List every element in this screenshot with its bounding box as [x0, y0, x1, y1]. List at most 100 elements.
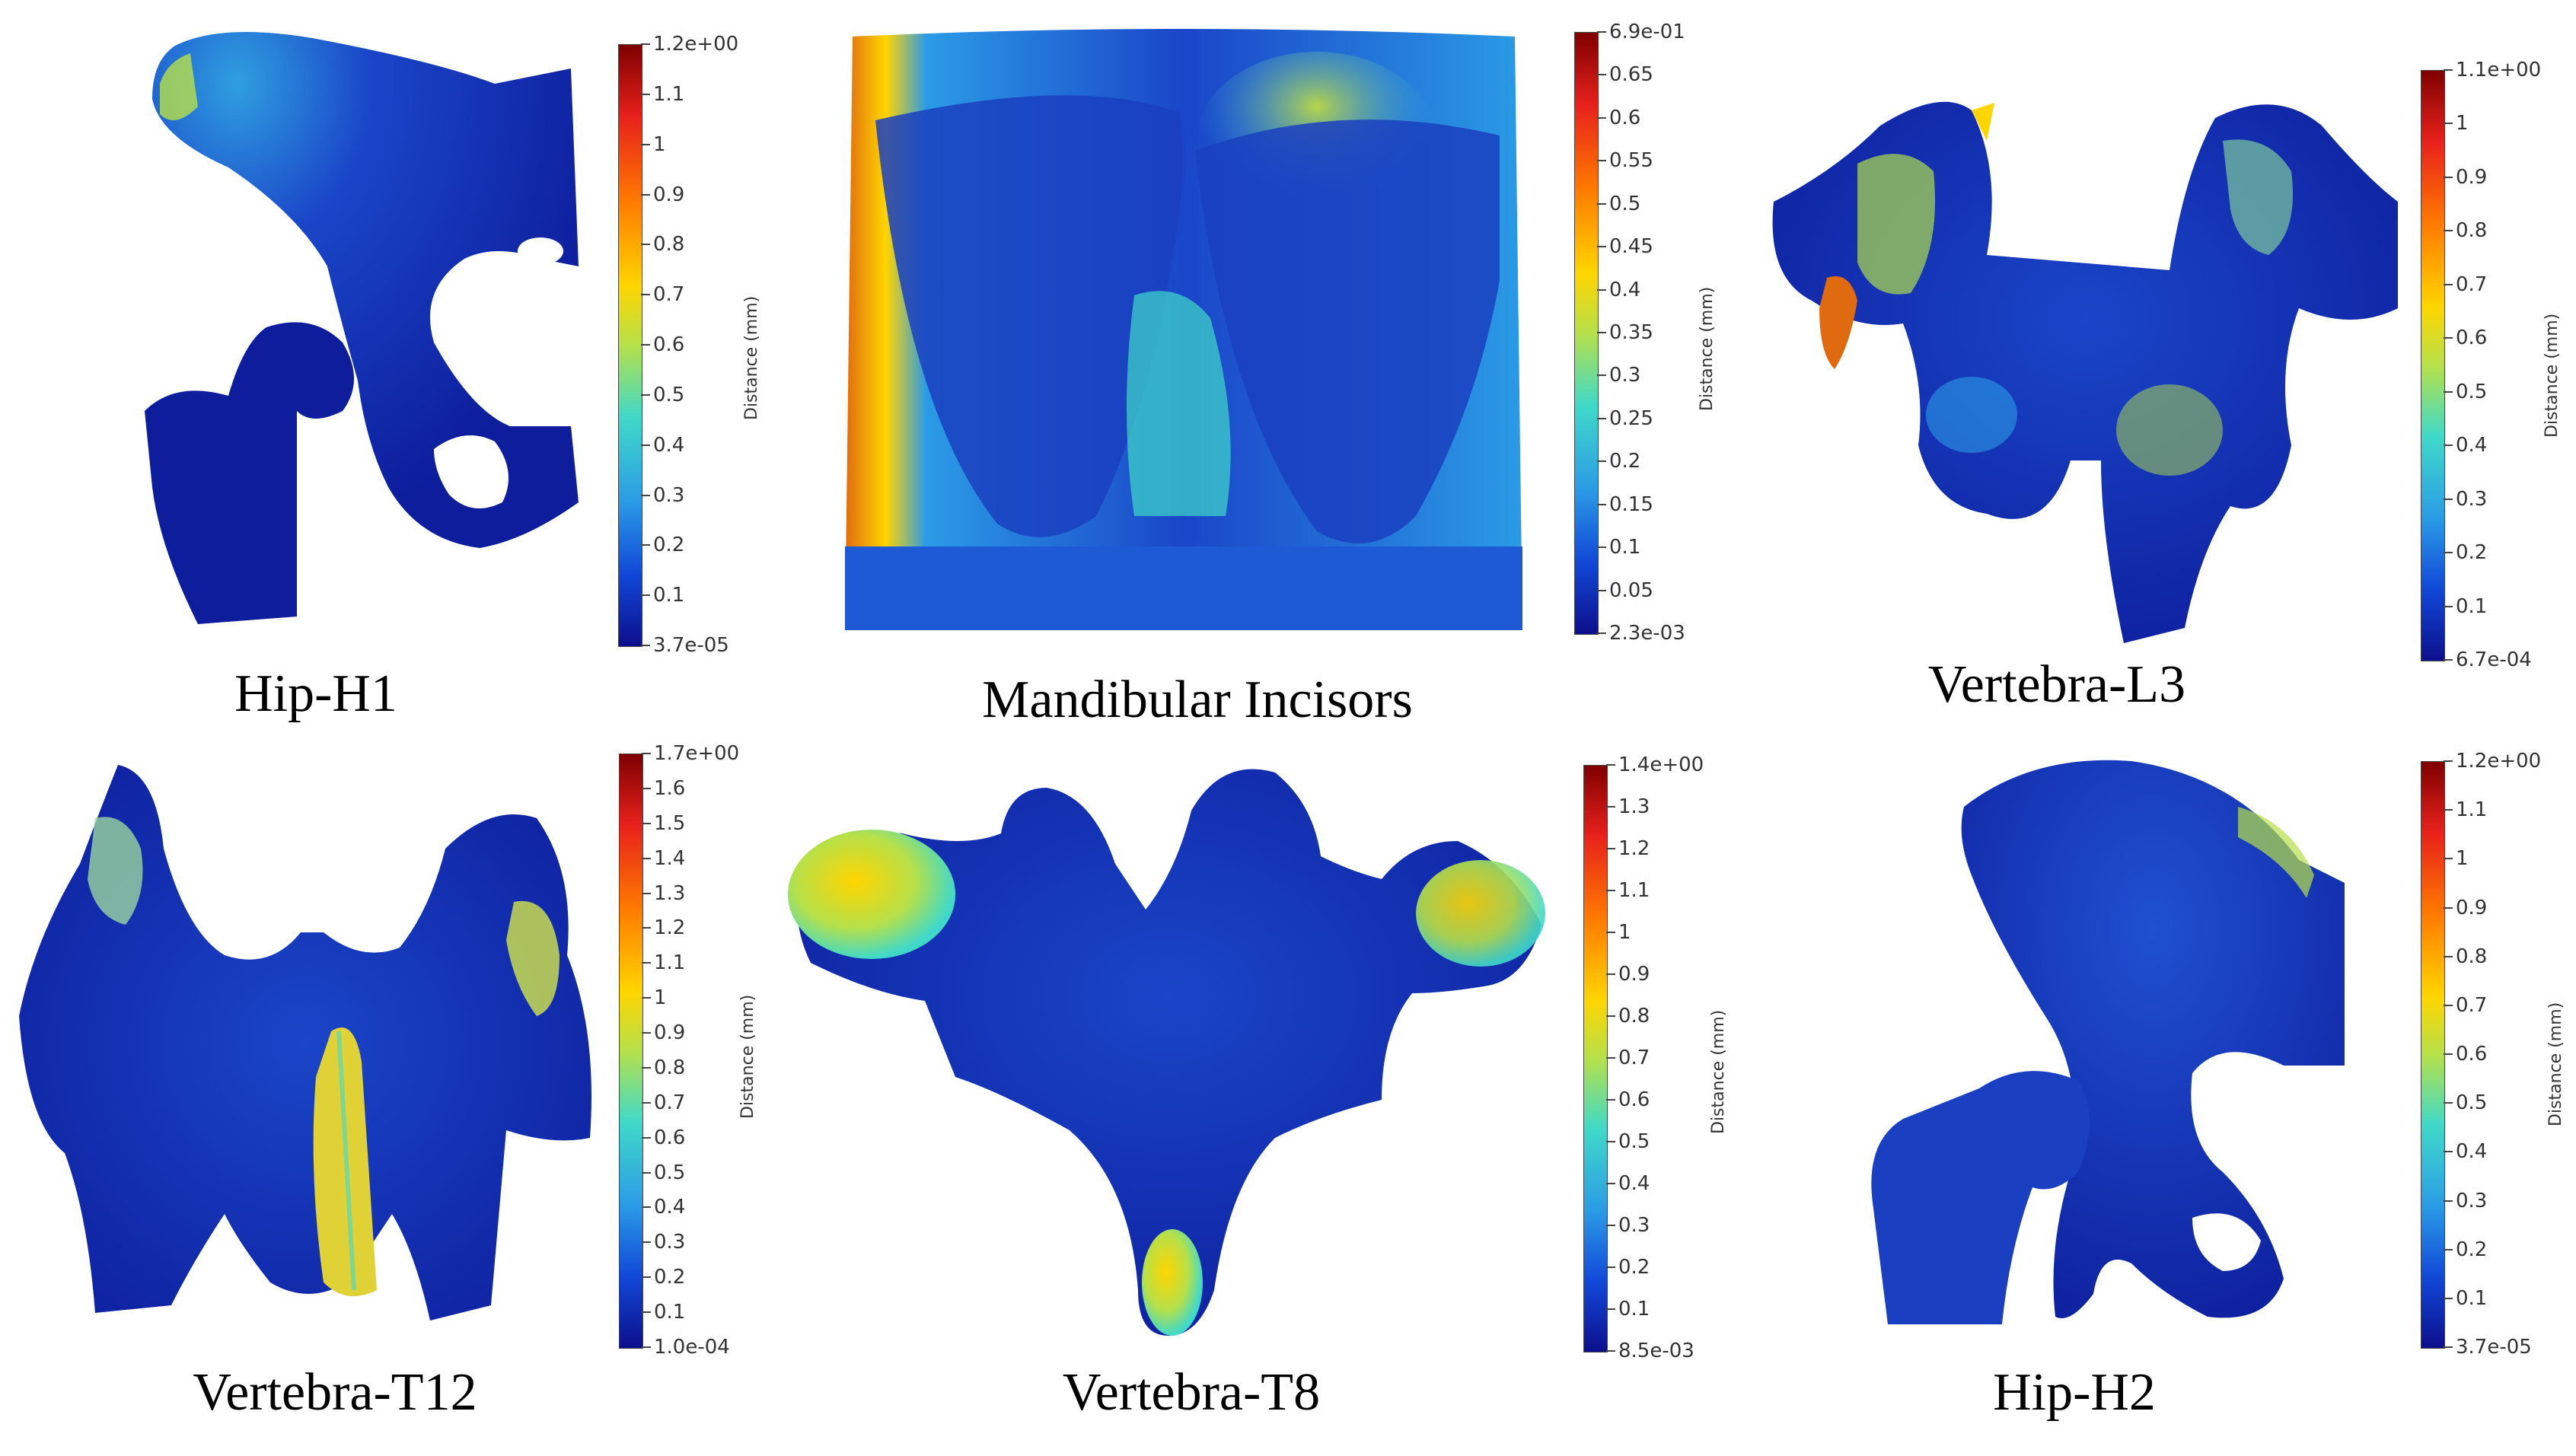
- colorbar-tick: [642, 1032, 651, 1034]
- colorbar-tick-label: 1.3: [1618, 795, 1650, 818]
- colorbar-tick-label: 0.05: [1609, 578, 1653, 602]
- colorbar-tick: [1597, 116, 1606, 119]
- colorbar-tick: [641, 645, 650, 646]
- colorbar-tick-label: 0.7: [2456, 272, 2488, 296]
- colorbar-tick: [641, 494, 650, 496]
- colorbar-tick-label: 0.1: [2456, 1286, 2488, 1310]
- colorbar-title: Distance (mm): [1698, 286, 1717, 411]
- colorbar-tick-label: 3.7e-05: [2456, 1336, 2532, 1359]
- colorbar-tick-label: 0.9: [2456, 896, 2488, 919]
- colorbar-tick: [1597, 160, 1606, 162]
- colorbar-title: Distance (mm): [2546, 1002, 2565, 1126]
- colorbar-tick: [641, 244, 650, 246]
- colorbar-tick-label: 1.1: [2456, 798, 2488, 822]
- caption-hip-h1: Hip-H1: [234, 664, 397, 723]
- colorbar-tick-label: 0.7: [2456, 993, 2488, 1017]
- colorbar-tick: [2444, 498, 2453, 500]
- colorbar-tick-label: 0.2: [2456, 541, 2488, 565]
- colorbar-tick-label: 3.7e-05: [653, 634, 729, 657]
- vertebra-t8-mesh: [788, 769, 1545, 1336]
- colorbar-tick: [2444, 69, 2453, 71]
- colorbar-tick-label: 1.2e+00: [653, 33, 739, 56]
- colorbar-tick-label: 8.5e-03: [1618, 1340, 1694, 1362]
- colorbar-tick-label: 0.3: [654, 1231, 686, 1254]
- colorbar-tick: [641, 93, 650, 95]
- caption-mandibular-incisors: Mandibular Incisors: [982, 671, 1413, 729]
- hip-h1-mesh: [145, 32, 579, 624]
- colorbar-tick: [641, 43, 650, 45]
- colorbar-tick: [2444, 1297, 2453, 1299]
- colorbar-tick-label: 0.3: [1618, 1214, 1650, 1237]
- colorbar-tick-label: 0.9: [1618, 963, 1650, 986]
- colorbar-tick-label: 0.5: [2456, 1091, 2488, 1115]
- colorbar-tick: [1606, 1350, 1615, 1352]
- colorbar-tick-label: 0.8: [1618, 1005, 1650, 1027]
- colorbar-tick-label: 0.4: [653, 433, 685, 457]
- colorbar-tick: [1606, 1266, 1615, 1268]
- colorbar-tick-label: 1: [654, 986, 667, 1010]
- colorbar-tick: [2444, 337, 2453, 339]
- colorbar-tick: [1606, 1308, 1615, 1310]
- colorbar-tick: [2444, 230, 2453, 232]
- colorbar-tick-label: 0.2: [1618, 1256, 1650, 1279]
- colorbar-tick: [1606, 764, 1615, 766]
- colorbar-tick-label: 0.8: [654, 1056, 686, 1079]
- colorbar: [2421, 761, 2445, 1349]
- colorbar-tick-label: 6.9e-01: [1609, 21, 1685, 43]
- colorbar-tick: [642, 1276, 651, 1279]
- colorbar-tick: [1606, 1225, 1615, 1226]
- colorbar-tick: [642, 927, 651, 929]
- colorbar-tick: [2444, 283, 2453, 285]
- colorbar-tick: [642, 1136, 651, 1139]
- colorbar-tick: [1597, 332, 1606, 333]
- colorbar-tick-label: 1.4e+00: [1618, 753, 1704, 776]
- colorbar-tick-label: 2.3e-03: [1609, 622, 1685, 645]
- colorbar-tick: [641, 193, 650, 196]
- colorbar-tick-label: 0.9: [654, 1021, 686, 1045]
- colorbar-tick-label: 0.7: [1618, 1047, 1650, 1069]
- colorbar-tick: [2444, 858, 2453, 860]
- colorbar-tick-label: 0.6: [2456, 327, 2488, 350]
- colorbar-tick-label: 0.6: [1618, 1088, 1650, 1111]
- colorbar-tick: [641, 344, 650, 346]
- colorbar-tick-label: 1.2: [1618, 837, 1650, 860]
- colorbar-title: Distance (mm): [2543, 313, 2562, 438]
- colorbar-tick-label: 0.2: [653, 534, 685, 557]
- colorbar-tick: [2444, 552, 2453, 554]
- colorbar-tick: [2444, 760, 2453, 762]
- colorbar-tick: [2444, 1248, 2453, 1251]
- colorbar-tick: [641, 294, 650, 296]
- colorbar-tick: [642, 962, 651, 964]
- colorbar-tick: [1606, 973, 1615, 975]
- colorbar-tick: [642, 857, 651, 859]
- colorbar-tick: [641, 544, 650, 546]
- colorbar-tick: [1597, 460, 1606, 463]
- colorbar-tick: [1606, 1183, 1615, 1184]
- colorbar-tick: [641, 393, 650, 396]
- colorbar-tick: [2444, 1102, 2453, 1104]
- colorbar-tick-label: 0.1: [653, 584, 685, 607]
- colorbar-tick-label: 0.4: [654, 1196, 686, 1219]
- colorbar-tick: [1597, 246, 1606, 248]
- colorbar-tick-label: 1.4: [654, 846, 686, 870]
- colorbar-tick: [642, 753, 651, 754]
- colorbar-tick-label: 1.6: [654, 776, 686, 800]
- colorbar-tick-label: 0.25: [1609, 406, 1653, 430]
- colorbar: [619, 753, 643, 1349]
- colorbar-tick-label: 1.5: [654, 811, 686, 835]
- colorbar-tick-label: 0.1: [1618, 1298, 1650, 1321]
- colorbar-tick: [1606, 1099, 1615, 1101]
- colorbar-tick: [642, 1066, 651, 1069]
- colorbar-tick: [1606, 1141, 1615, 1142]
- colorbar-tick: [2444, 809, 2453, 811]
- colorbar-tick: [1597, 589, 1606, 591]
- colorbar: [1583, 765, 1608, 1352]
- colorbar-tick-label: 0.2: [1609, 450, 1641, 473]
- colorbar-tick-label: 0.15: [1609, 492, 1653, 516]
- caption-vertebra-t12: Vertebra-T12: [193, 1363, 477, 1422]
- vertebra-t12-mesh: [19, 765, 591, 1321]
- caption-vertebra-t8: Vertebra-T8: [1062, 1363, 1321, 1422]
- colorbar-tick: [1597, 503, 1606, 505]
- colorbar-tick: [1597, 74, 1606, 76]
- colorbar: [1574, 32, 1599, 635]
